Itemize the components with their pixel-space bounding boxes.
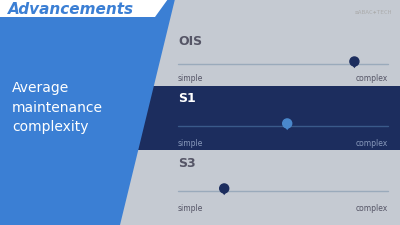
Polygon shape <box>350 63 358 69</box>
Text: OIS: OIS <box>178 35 202 48</box>
Text: Advancements: Advancements <box>8 2 134 16</box>
Polygon shape <box>0 0 175 225</box>
Text: complex: complex <box>356 74 388 83</box>
Text: S3: S3 <box>178 156 196 169</box>
Circle shape <box>350 58 359 67</box>
Text: S1: S1 <box>178 92 196 105</box>
Text: Average
maintenance
complexity: Average maintenance complexity <box>12 81 103 134</box>
Polygon shape <box>283 125 291 130</box>
Circle shape <box>220 184 229 193</box>
Text: simple: simple <box>178 74 203 83</box>
Text: complex: complex <box>356 203 388 212</box>
Text: simple: simple <box>178 203 203 212</box>
Bar <box>0 151 400 215</box>
Polygon shape <box>220 190 228 195</box>
Bar <box>0 30 400 86</box>
Polygon shape <box>0 0 168 18</box>
Text: simple: simple <box>178 138 203 147</box>
Circle shape <box>283 119 292 128</box>
Bar <box>0 87 400 150</box>
Text: ≡ABAC✦TECH: ≡ABAC✦TECH <box>354 9 392 14</box>
Text: complex: complex <box>356 138 388 147</box>
